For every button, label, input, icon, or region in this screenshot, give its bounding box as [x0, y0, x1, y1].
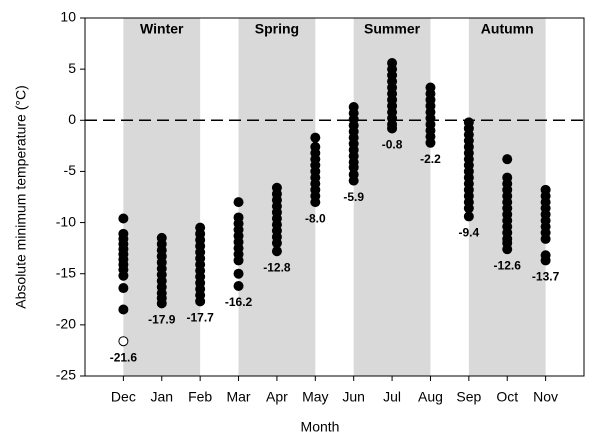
x-tick-label: Apr [266, 389, 288, 405]
dot [156, 298, 167, 309]
dot [118, 283, 129, 294]
value-label: -2.2 [420, 152, 441, 166]
dot [502, 244, 513, 255]
dot [502, 154, 513, 165]
dot [118, 213, 129, 224]
dot [233, 197, 244, 208]
plot-frame [84, 17, 585, 377]
season-label: Spring [255, 21, 299, 37]
y-tick-label: -10 [56, 213, 76, 229]
x-tick-label: Mar [226, 389, 250, 405]
value-label: -12.8 [263, 260, 291, 274]
x-axis-title: Month [301, 419, 340, 435]
dot [463, 211, 474, 222]
dot [118, 270, 129, 281]
dot [271, 246, 282, 257]
value-label: -5.9 [343, 190, 364, 204]
value-label: -8.0 [305, 211, 326, 225]
x-tick-label: Feb [188, 389, 212, 405]
x-tick-label: May [302, 389, 328, 405]
dot [233, 255, 244, 266]
x-tick-label: Jan [150, 389, 173, 405]
y-tick-label: 0 [68, 111, 76, 127]
value-label: -17.9 [148, 313, 176, 327]
value-label: -16.2 [225, 295, 253, 309]
y-tick-label: 10 [60, 9, 76, 25]
dot [348, 162, 359, 173]
dot [118, 304, 129, 315]
x-tick-label: Sep [456, 389, 481, 405]
dot [387, 123, 398, 134]
y-tick-label: 5 [68, 60, 76, 76]
value-label: -21.6 [110, 350, 138, 364]
value-label: -9.4 [459, 226, 480, 240]
x-tick-label: Dec [111, 389, 136, 405]
x-tick-label: Jul [383, 389, 401, 405]
season-label: Summer [364, 21, 421, 37]
dot [195, 296, 206, 307]
season-band [123, 18, 201, 376]
value-label: -0.8 [382, 138, 403, 152]
dot [463, 203, 474, 214]
y-tick-label: -15 [56, 264, 76, 280]
dot [233, 280, 244, 291]
x-tick-label: Aug [418, 389, 443, 405]
dot [348, 175, 359, 186]
y-tick-label: -20 [56, 316, 76, 332]
dot [540, 233, 551, 244]
y-axis-title: Absolute minimum temperature (°C) [13, 85, 29, 308]
season-label: Autumn [481, 21, 534, 37]
dot [540, 255, 551, 266]
value-label: -17.7 [186, 311, 214, 325]
x-tick-label: Nov [533, 389, 558, 405]
dot [310, 132, 321, 143]
dot [271, 238, 282, 249]
y-tick-label: -5 [64, 162, 77, 178]
dot [425, 137, 436, 148]
value-label: -13.7 [532, 270, 560, 284]
season-label: Winter [140, 21, 184, 37]
dot [310, 197, 321, 208]
value-label: -12.6 [494, 258, 522, 272]
dot [233, 268, 244, 279]
hollow-dot [118, 336, 129, 347]
x-tick-label: Oct [496, 389, 518, 405]
x-tick-label: Jun [342, 389, 365, 405]
y-tick-label: -25 [56, 367, 76, 383]
